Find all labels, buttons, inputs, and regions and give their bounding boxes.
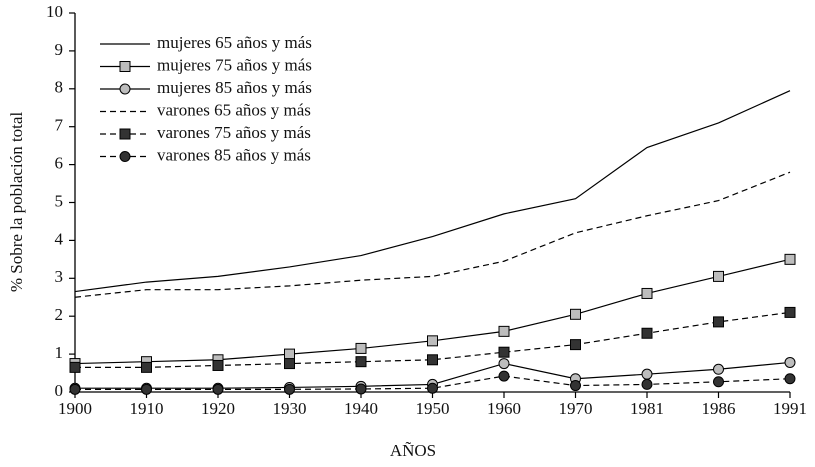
legend-label: varones 75 años y más: [157, 123, 311, 142]
legend-label: mujeres 75 años y más: [157, 55, 312, 74]
data-point: [784, 253, 796, 265]
data-point: [284, 348, 295, 360]
data-point: [355, 383, 367, 395]
data-point: [784, 373, 796, 385]
y-tick-label: 5: [55, 191, 64, 210]
data-point: [69, 383, 81, 395]
x-tick-label: 1970: [559, 399, 593, 418]
y-axis-label: % Sobre la población total: [7, 112, 26, 293]
data-point: [713, 376, 724, 388]
data-point: [141, 361, 152, 373]
y-tick-label: 0: [55, 381, 64, 400]
y-tick-label: 9: [55, 40, 64, 59]
x-axis-label: AÑOS: [390, 441, 436, 460]
data-point: [498, 358, 510, 370]
data-point: [427, 335, 438, 347]
legend-marker: [119, 151, 131, 162]
legend-label: varones 65 años y más: [157, 100, 311, 119]
y-tick-label: 4: [55, 229, 64, 248]
data-point: [641, 327, 653, 339]
data-point: [69, 361, 81, 373]
series-line: [74, 258, 791, 365]
x-tick-label: 1900: [58, 399, 92, 418]
data-point: [641, 378, 653, 390]
legend-label: varones 85 años y más: [157, 145, 311, 164]
data-point: [498, 346, 510, 358]
data-point: [713, 363, 724, 375]
data-point: [784, 356, 796, 368]
data-point: [427, 354, 438, 366]
y-tick-label: 7: [55, 116, 64, 135]
y-tick-label: 8: [55, 78, 64, 97]
series-line: [74, 90, 791, 293]
data-point: [355, 342, 367, 354]
data-point: [713, 270, 724, 282]
x-tick-label: 1910: [130, 399, 164, 418]
y-tick-label: 6: [55, 154, 64, 173]
series-line: [74, 171, 791, 298]
x-tick-label: 1930: [273, 399, 307, 418]
x-tick-label: 1960: [487, 399, 521, 418]
y-tick-label: 2: [55, 305, 64, 324]
x-tick-label: 1920: [201, 399, 235, 418]
data-point: [355, 356, 367, 368]
data-point: [570, 308, 581, 320]
data-point: [212, 359, 224, 371]
x-tick-label: 1991: [773, 399, 807, 418]
legend-label: mujeres 65 años y más: [157, 33, 312, 52]
y-tick-label: 10: [46, 2, 63, 21]
x-tick-label: 1986: [702, 399, 736, 418]
x-tick-label: 1981: [630, 399, 664, 418]
data-point: [570, 380, 581, 392]
data-point: [141, 383, 152, 395]
y-tick-label: 3: [55, 267, 64, 286]
legend-marker: [119, 128, 131, 140]
x-tick-label: 1950: [416, 399, 450, 418]
legend-marker: [119, 61, 131, 72]
data-point: [784, 306, 796, 318]
data-point: [641, 368, 653, 380]
data-point: [212, 383, 224, 395]
data-point: [570, 339, 581, 351]
data-point: [498, 370, 510, 382]
data-point: [284, 358, 295, 370]
data-point: [284, 383, 295, 395]
x-tick-label: 1940: [344, 399, 378, 418]
y-tick-label: 1: [55, 343, 64, 362]
legend-marker: [119, 83, 131, 95]
data-point: [641, 287, 653, 299]
data-point: [498, 325, 510, 337]
data-point: [713, 316, 724, 328]
legend-label: mujeres 85 años y más: [157, 78, 312, 97]
data-point: [427, 382, 438, 394]
